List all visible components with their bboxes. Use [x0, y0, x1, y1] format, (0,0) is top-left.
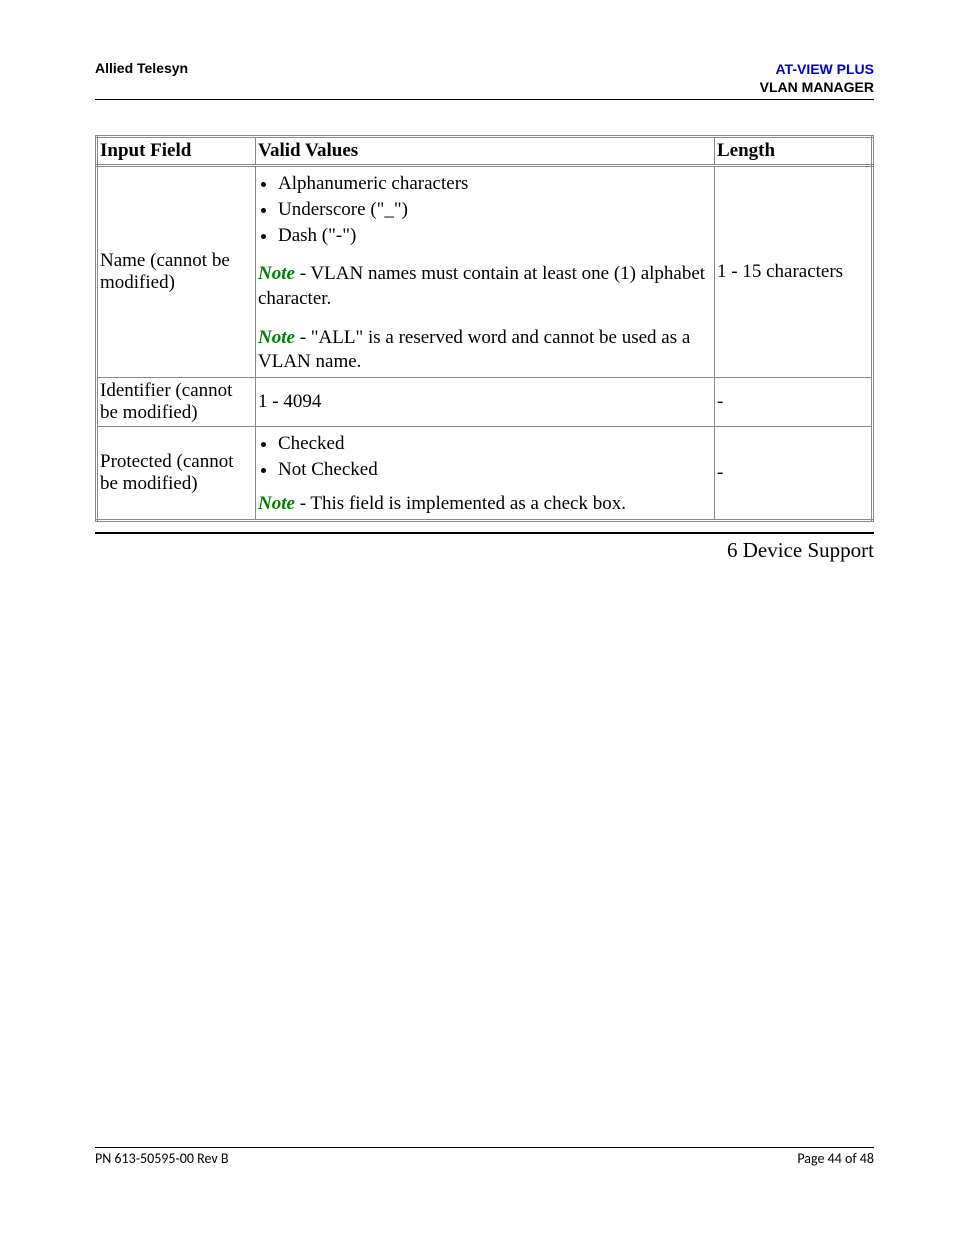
product-name: AT-VIEW PLUS VLAN MANAGER — [760, 60, 874, 96]
note-block: Note - This field is implemented as a ch… — [258, 492, 712, 517]
note-label: Note — [258, 263, 295, 284]
list-item: Underscore ("_") — [278, 197, 712, 223]
table-row: Identifier (cannot be modified) 1 - 4094… — [97, 378, 873, 427]
note-block: Note - "ALL" is a reserved word and cann… — [258, 326, 712, 375]
col-header-valid: Valid Values — [256, 137, 715, 166]
footer-right: Page 44 of 48 — [797, 1150, 874, 1167]
note-label: Note — [258, 327, 295, 348]
product-line-1: AT-VIEW PLUS — [775, 61, 874, 77]
company-name: Allied Telesyn — [95, 60, 188, 76]
product-line-2: VLAN MANAGER — [760, 79, 874, 95]
footer-left: PN 613-50595-00 Rev B — [95, 1150, 229, 1167]
list-item: Dash ("-") — [278, 223, 712, 249]
list-item: Checked — [278, 431, 712, 457]
cell-length: 1 - 15 characters — [715, 166, 873, 378]
page-footer: PN 613-50595-00 Rev B Page 44 of 48 — [95, 1147, 874, 1167]
table-row: Name (cannot be modified) Alphanumeric c… — [97, 166, 873, 378]
cell-length: - — [715, 427, 873, 521]
cell-valid-values: Checked Not Checked Note - This field is… — [256, 427, 715, 521]
note-sep: - — [300, 493, 311, 514]
valid-values-list: Checked Not Checked — [258, 431, 712, 482]
cell-valid-values: Alphanumeric characters Underscore ("_")… — [256, 166, 715, 378]
note-text: "ALL" is a reserved word and cannot be u… — [258, 327, 690, 373]
col-header-input: Input Field — [97, 137, 256, 166]
col-header-length: Length — [715, 137, 873, 166]
note-text: VLAN names must contain at least one (1)… — [258, 263, 705, 309]
note-label: Note — [258, 493, 295, 514]
note-sep: - — [300, 327, 311, 348]
table-row: Protected (cannot be modified) Checked N… — [97, 427, 873, 521]
list-item: Alphanumeric characters — [278, 171, 712, 197]
note-sep: - — [300, 263, 311, 284]
section-title: 6 Device Support — [95, 532, 874, 563]
valid-values-list: Alphanumeric characters Underscore ("_")… — [258, 171, 712, 248]
page-header: Allied Telesyn AT-VIEW PLUS VLAN MANAGER — [95, 60, 874, 100]
list-item: Not Checked — [278, 457, 712, 483]
table-header-row: Input Field Valid Values Length — [97, 137, 873, 166]
note-block: Note - VLAN names must contain at least … — [258, 262, 712, 311]
cell-input-field: Protected (cannot be modified) — [97, 427, 256, 521]
cell-valid-values: 1 - 4094 — [256, 378, 715, 427]
note-text: This field is implemented as a check box… — [310, 493, 626, 514]
input-fields-table: Input Field Valid Values Length Name (ca… — [95, 135, 874, 522]
cell-length: - — [715, 378, 873, 427]
cell-input-field: Identifier (cannot be modified) — [97, 378, 256, 427]
cell-input-field: Name (cannot be modified) — [97, 166, 256, 378]
